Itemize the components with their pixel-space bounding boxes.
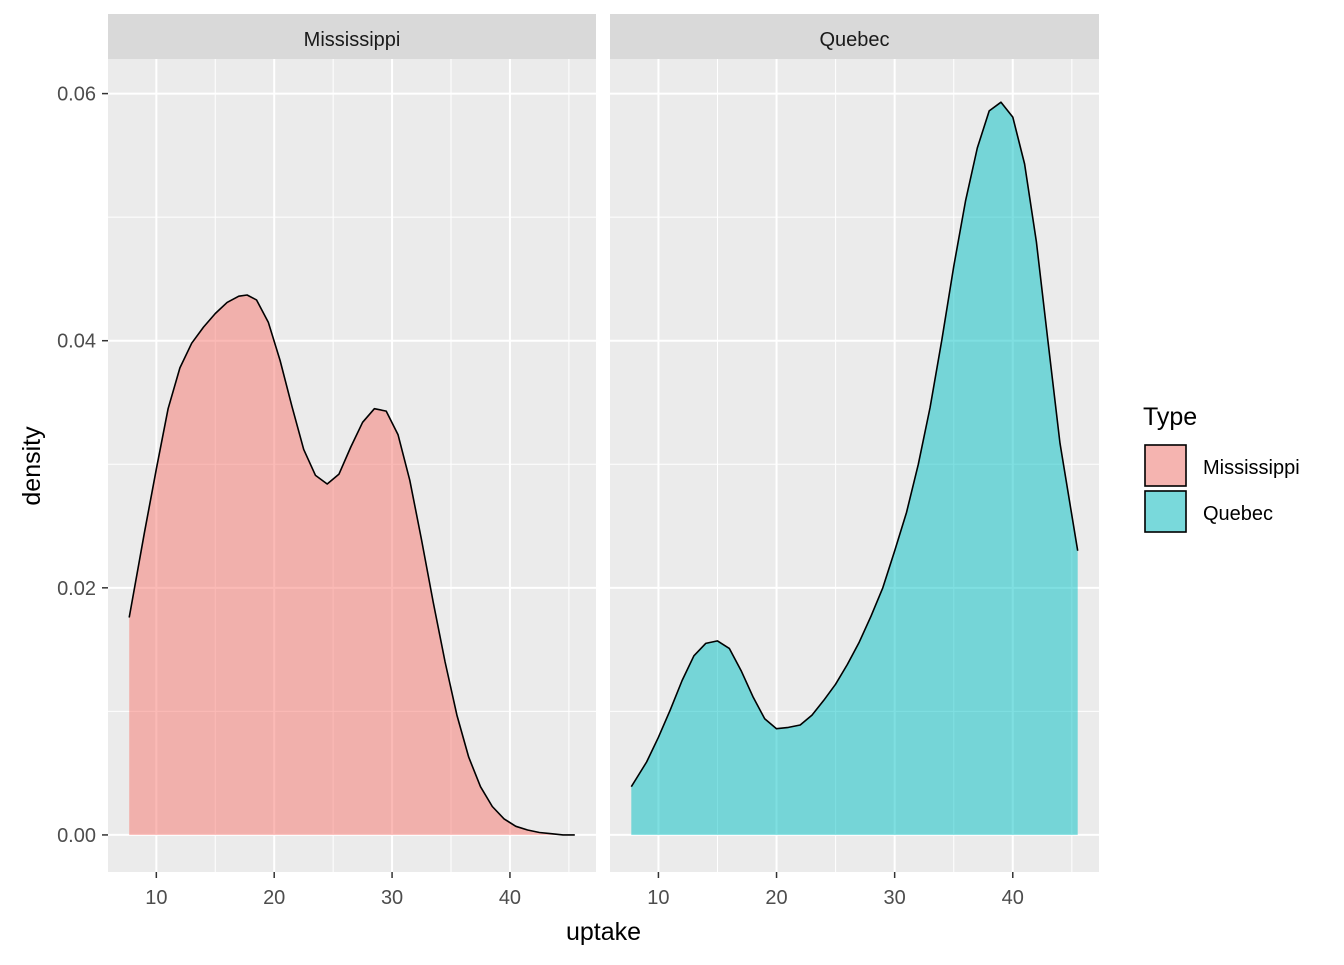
density-line-mississippi: [128, 294, 575, 836]
x-tick-label: 10: [145, 887, 167, 909]
legend-key-mississippi: [1144, 444, 1187, 487]
x-tick-label: 30: [884, 887, 906, 909]
density-area-mississippi: [129, 295, 575, 835]
y-tick-label: 0.00: [57, 825, 96, 847]
y-tick-label: 0.04: [57, 331, 96, 353]
facet-panel-mississippi: Mississippi 10 20 30 40: [108, 14, 596, 909]
x-tick-label: 20: [765, 887, 787, 909]
legend-label: Mississippi: [1203, 457, 1300, 479]
density-line-quebec: [630, 101, 1079, 788]
y-axis-title: density: [18, 426, 46, 506]
x-axis-title: uptake: [566, 918, 641, 946]
x-tick-label: 10: [647, 887, 669, 909]
legend-label: Quebec: [1203, 503, 1273, 525]
facet-strip-label: Quebec: [819, 29, 889, 51]
legend-title: Type: [1143, 403, 1197, 431]
facet-panel-quebec: Quebec 10 20 30 40: [610, 14, 1099, 909]
legend: Type Mississippi Quebec: [1143, 403, 1300, 533]
y-tick-label: 0.06: [57, 84, 96, 106]
density-area-quebec: [631, 102, 1078, 835]
legend-key-quebec: [1144, 490, 1187, 533]
x-tick-label: 40: [499, 887, 521, 909]
y-tick-label: 0.02: [57, 578, 96, 600]
facet-strip-label: Mississippi: [304, 29, 401, 51]
x-tick-label: 30: [381, 887, 403, 909]
facet-strip: [610, 14, 1099, 59]
facet-strip: [108, 14, 596, 59]
x-tick-label: 20: [263, 887, 285, 909]
x-tick-label: 40: [1002, 887, 1024, 909]
